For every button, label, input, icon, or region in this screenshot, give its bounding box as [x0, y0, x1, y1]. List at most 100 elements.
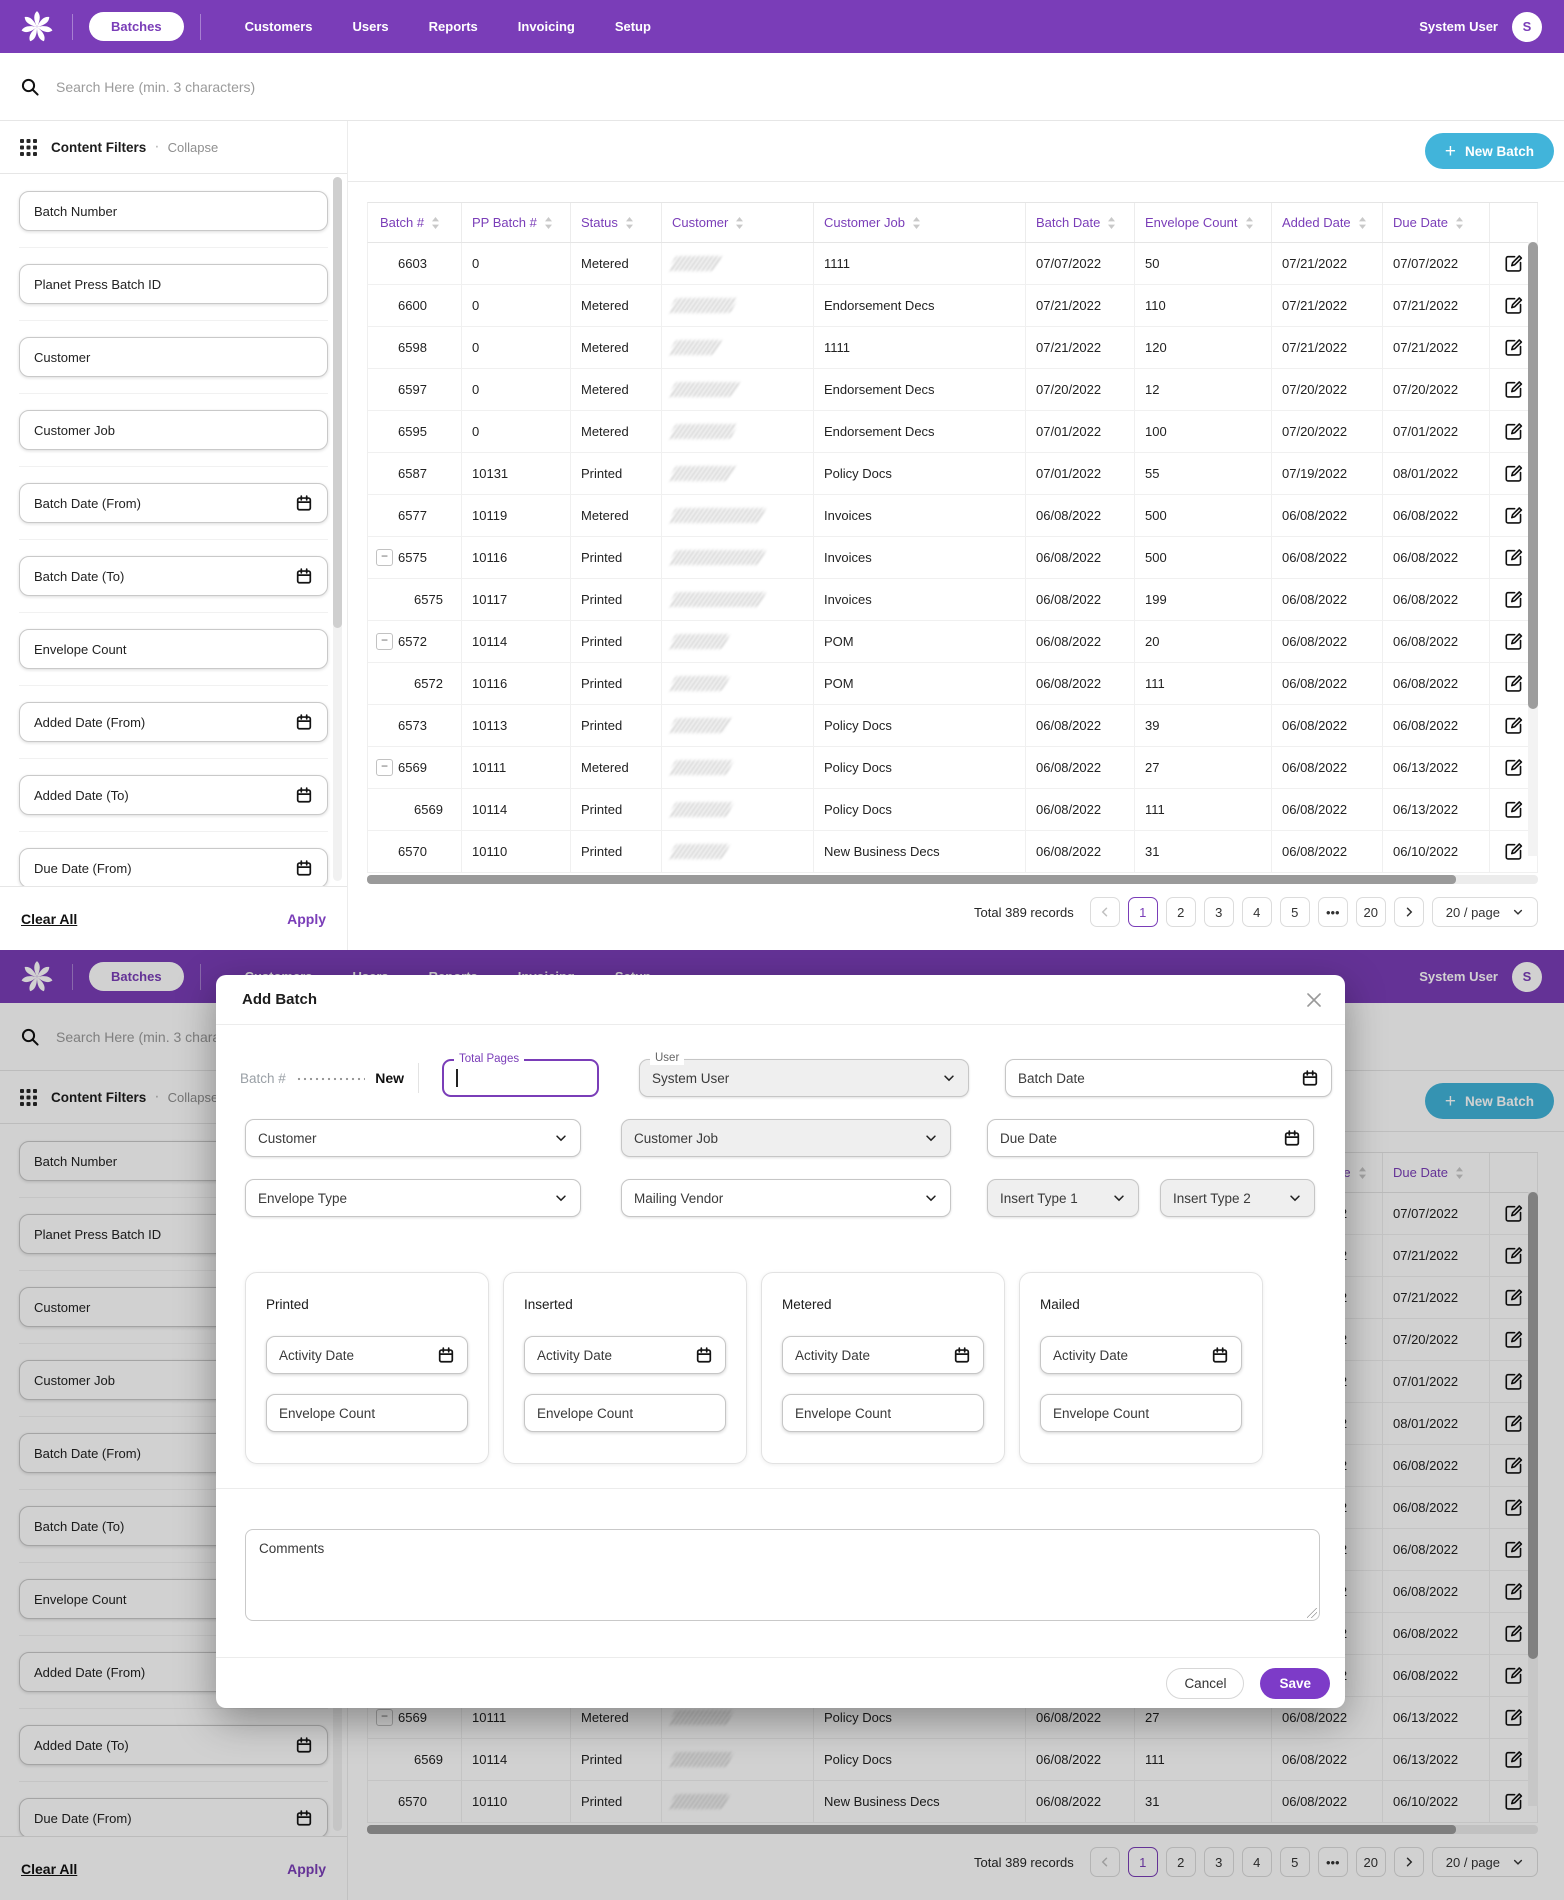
- customer-select[interactable]: Customer: [245, 1119, 581, 1157]
- customer-job-select[interactable]: Customer Job: [621, 1119, 951, 1157]
- user-select[interactable]: User System User: [639, 1051, 969, 1097]
- filter-input[interactable]: Envelope Count: [19, 629, 328, 669]
- column-header-customer-job[interactable]: Customer Job: [814, 203, 1026, 242]
- collapse-row-button[interactable]: −: [376, 759, 393, 776]
- table-horizontal-scrollbar[interactable]: [367, 1825, 1538, 1834]
- edit-row-icon[interactable]: [1504, 800, 1523, 819]
- page-button[interactable]: 20: [1355, 1847, 1386, 1877]
- filter-input[interactable]: Added Date (From): [19, 702, 328, 742]
- envelope-count-input[interactable]: Envelope Count: [524, 1394, 726, 1432]
- batch-date-input[interactable]: Batch Date: [1005, 1059, 1332, 1097]
- calendar-icon[interactable]: [295, 859, 313, 877]
- table-vertical-scrollbar[interactable]: [1528, 1192, 1538, 1806]
- envelope-count-input[interactable]: Envelope Count: [782, 1394, 984, 1432]
- table-horizontal-scrollbar[interactable]: [367, 875, 1538, 884]
- column-header-batch-date[interactable]: Batch Date: [1026, 203, 1135, 242]
- calendar-icon[interactable]: [295, 713, 313, 731]
- calendar-icon[interactable]: [295, 1809, 313, 1827]
- edit-row-icon[interactable]: [1504, 422, 1523, 441]
- table-vertical-scrollbar[interactable]: [1528, 242, 1538, 856]
- column-header-added-date[interactable]: Added Date: [1272, 203, 1383, 242]
- apply-link[interactable]: Apply: [287, 1861, 326, 1877]
- column-header-pp-batch[interactable]: PP Batch #: [462, 203, 571, 242]
- apply-link[interactable]: Apply: [287, 911, 326, 927]
- activity-date-input[interactable]: Activity Date: [524, 1336, 726, 1374]
- nav-tab[interactable]: Setup: [614, 19, 651, 34]
- edit-row-icon[interactable]: [1504, 590, 1523, 609]
- edit-row-icon[interactable]: [1504, 716, 1523, 735]
- envelope-type-select[interactable]: Envelope Type: [245, 1179, 581, 1217]
- activity-date-input[interactable]: Activity Date: [1040, 1336, 1242, 1374]
- edit-row-icon[interactable]: [1504, 674, 1523, 693]
- page-button[interactable]: 3: [1203, 897, 1234, 927]
- collapse-link[interactable]: Collapse: [167, 139, 219, 155]
- filter-input[interactable]: Batch Number: [19, 191, 328, 231]
- page-button[interactable]: 1: [1127, 1847, 1158, 1877]
- page-button[interactable]: 5: [1279, 897, 1310, 927]
- user-avatar[interactable]: S: [1512, 11, 1542, 42]
- new-batch-button[interactable]: + New Batch: [1424, 1083, 1554, 1119]
- activity-date-input[interactable]: Activity Date: [782, 1336, 984, 1374]
- column-header-due-date[interactable]: Due Date: [1383, 1153, 1490, 1192]
- nav-tab-batches[interactable]: Batches: [89, 962, 184, 991]
- collapse-row-button[interactable]: −: [376, 1709, 393, 1726]
- page-button[interactable]: 2: [1165, 1847, 1196, 1877]
- edit-row-icon[interactable]: [1504, 1414, 1523, 1433]
- page-button[interactable]: 2: [1165, 897, 1196, 927]
- previous-page-button[interactable]: [1089, 897, 1120, 927]
- close-icon[interactable]: [1307, 992, 1321, 1007]
- filter-input[interactable]: Added Date (To): [19, 775, 328, 815]
- next-page-button[interactable]: [1393, 1847, 1424, 1877]
- sidebar-scrollbar[interactable]: [333, 177, 342, 881]
- page-button[interactable]: 20: [1355, 897, 1386, 927]
- edit-row-icon[interactable]: [1504, 380, 1523, 399]
- clear-all-link[interactable]: Clear All: [21, 1861, 78, 1877]
- collapse-row-button[interactable]: −: [376, 549, 393, 566]
- column-header-status[interactable]: Status: [571, 203, 662, 242]
- user-avatar[interactable]: S: [1512, 961, 1542, 992]
- due-date-input[interactable]: Due Date: [987, 1119, 1314, 1157]
- edit-row-icon[interactable]: [1504, 1582, 1523, 1601]
- previous-page-button[interactable]: [1089, 1847, 1120, 1877]
- edit-row-icon[interactable]: [1504, 758, 1523, 777]
- filter-input[interactable]: Due Date (From): [19, 848, 328, 886]
- save-button[interactable]: Save: [1260, 1667, 1330, 1699]
- mailing-vendor-select[interactable]: Mailing Vendor: [621, 1179, 951, 1217]
- edit-row-icon[interactable]: [1504, 632, 1523, 651]
- page-button[interactable]: 1: [1127, 897, 1158, 927]
- column-header-envelope-count[interactable]: Envelope Count: [1135, 203, 1272, 242]
- filter-input[interactable]: Batch Date (To): [19, 556, 328, 596]
- next-page-button[interactable]: [1393, 897, 1424, 927]
- collapse-link[interactable]: Collapse: [167, 1089, 219, 1105]
- page-size-select[interactable]: 20 / page: [1431, 1847, 1538, 1877]
- edit-row-icon[interactable]: [1504, 1750, 1523, 1769]
- page-size-select[interactable]: 20 / page: [1431, 897, 1538, 927]
- grid-icon[interactable]: [20, 1088, 37, 1106]
- edit-row-icon[interactable]: [1504, 548, 1523, 567]
- edit-row-icon[interactable]: [1504, 1246, 1523, 1265]
- filter-input[interactable]: Batch Date (From): [19, 483, 328, 523]
- edit-row-icon[interactable]: [1504, 338, 1523, 357]
- edit-row-icon[interactable]: [1504, 1372, 1523, 1391]
- page-button[interactable]: 4: [1241, 897, 1272, 927]
- edit-row-icon[interactable]: [1504, 254, 1523, 273]
- page-button[interactable]: 4: [1241, 1847, 1272, 1877]
- envelope-count-input[interactable]: Envelope Count: [266, 1394, 468, 1432]
- edit-row-icon[interactable]: [1504, 1666, 1523, 1685]
- edit-row-icon[interactable]: [1504, 1456, 1523, 1475]
- calendar-icon[interactable]: [295, 1736, 313, 1754]
- page-button[interactable]: •••: [1317, 1847, 1348, 1877]
- column-header-due-date[interactable]: Due Date: [1383, 203, 1490, 242]
- page-button[interactable]: 3: [1203, 1847, 1234, 1877]
- collapse-row-button[interactable]: −: [376, 633, 393, 650]
- grid-icon[interactable]: [20, 138, 37, 156]
- nav-tab-batches[interactable]: Batches: [89, 12, 184, 41]
- filter-input[interactable]: Due Date (From): [19, 1798, 328, 1836]
- nav-tab[interactable]: Users: [352, 19, 389, 34]
- nav-tab[interactable]: Customers: [244, 19, 313, 34]
- page-button[interactable]: 5: [1279, 1847, 1310, 1877]
- edit-row-icon[interactable]: [1504, 1330, 1523, 1349]
- edit-row-icon[interactable]: [1504, 1498, 1523, 1517]
- calendar-icon[interactable]: [295, 494, 313, 512]
- filter-input[interactable]: Customer Job: [19, 410, 328, 450]
